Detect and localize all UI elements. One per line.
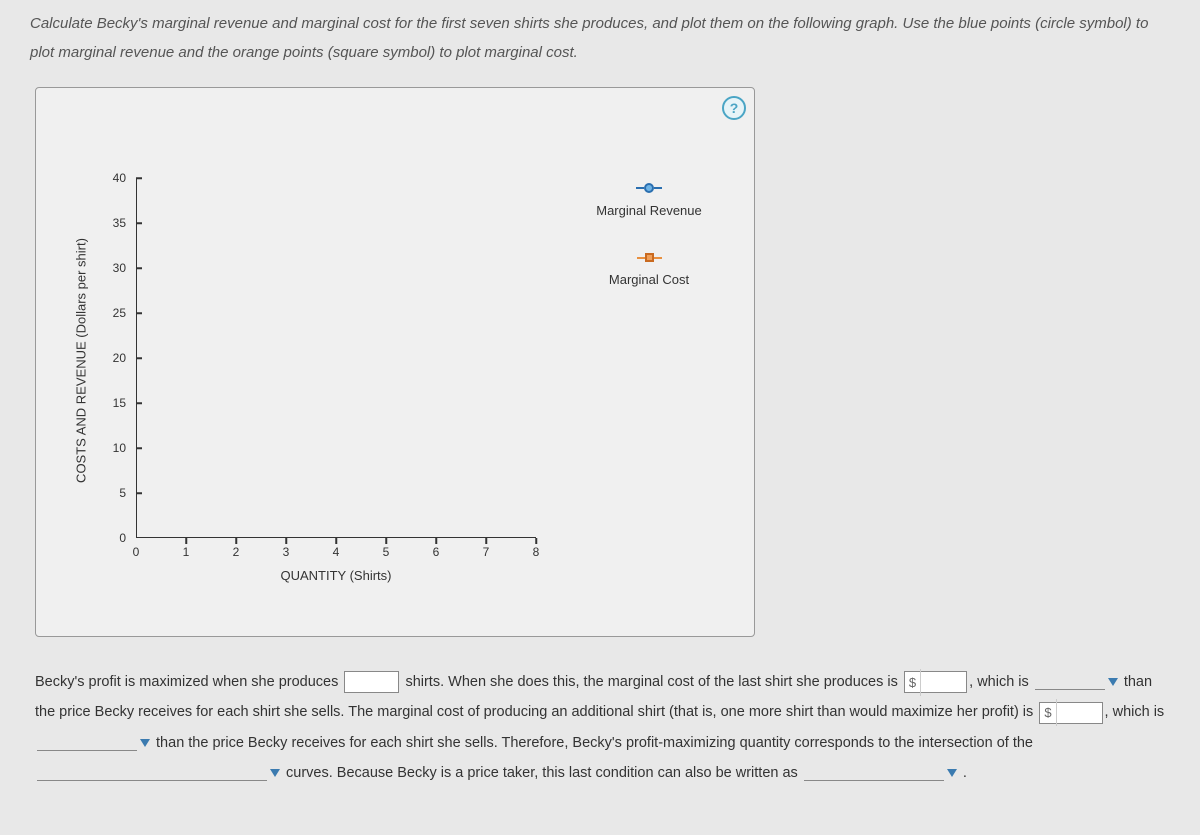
x-tick-label: 7 <box>483 545 490 559</box>
y-tick-mark <box>136 222 142 224</box>
plot-box[interactable] <box>136 178 536 538</box>
legend-item-marginal-cost[interactable]: Marginal Cost <box>574 253 724 287</box>
x-axis-label: QUANTITY (Shirts) <box>281 568 392 583</box>
condition-dropdown[interactable] <box>804 765 957 781</box>
x-tick-label: 8 <box>533 545 540 559</box>
x-tick-mark <box>535 538 537 544</box>
square-marker-icon <box>645 253 654 262</box>
text-segment: , which is <box>1105 704 1165 720</box>
instructions-text: Calculate Becky's marginal revenue and m… <box>30 10 1170 67</box>
y-tick-label: 25 <box>86 306 126 320</box>
legend-label: Marginal Cost <box>574 272 724 287</box>
shirts-quantity-input[interactable] <box>344 671 399 693</box>
y-tick-label: 15 <box>86 396 126 410</box>
chart-area[interactable]: COSTS AND REVENUE (Dollars per shirt) 05… <box>86 173 566 593</box>
text-segment: than the price Becky receives for each s… <box>156 735 1033 751</box>
chevron-down-icon <box>140 739 150 747</box>
legend-label: Marginal Revenue <box>574 203 724 218</box>
y-tick-mark <box>136 267 142 269</box>
text-segment: . <box>963 765 967 781</box>
y-tick-label: 40 <box>86 171 126 185</box>
circle-marker-icon <box>644 183 654 193</box>
text-segment: , which is <box>969 674 1033 690</box>
y-tick-mark <box>136 492 142 494</box>
x-tick-mark <box>335 538 337 544</box>
marginal-cost-last-input[interactable]: $ <box>904 671 967 693</box>
dollar-icon: $ <box>1040 699 1056 726</box>
comparison-dropdown-2[interactable] <box>37 735 150 751</box>
x-tick-label: 6 <box>433 545 440 559</box>
y-tick-mark <box>136 177 142 179</box>
chevron-down-icon <box>947 769 957 777</box>
legend-dash-icon <box>637 257 645 259</box>
x-tick-label: 5 <box>383 545 390 559</box>
x-tick-label: 0 <box>133 545 140 559</box>
y-tick-mark <box>136 447 142 449</box>
legend-dash-icon <box>636 187 644 189</box>
y-tick-mark <box>136 312 142 314</box>
mc-last-field[interactable] <box>921 672 966 692</box>
y-tick-label: 20 <box>86 351 126 365</box>
x-tick-label: 4 <box>333 545 340 559</box>
x-tick-mark <box>185 538 187 544</box>
y-tick-label: 35 <box>86 216 126 230</box>
dollar-icon: $ <box>905 669 921 696</box>
text-segment: Becky's profit is maximized when she pro… <box>35 674 342 690</box>
help-button[interactable]: ? <box>722 96 746 120</box>
legend-dash-icon <box>654 257 662 259</box>
curves-dropdown[interactable] <box>37 765 280 781</box>
text-segment: shirts. When she does this, the marginal… <box>405 674 901 690</box>
legend-dash-icon <box>654 187 662 189</box>
comparison-dropdown-1[interactable] <box>1035 674 1118 690</box>
y-tick-label: 0 <box>86 531 126 545</box>
chevron-down-icon <box>1108 678 1118 686</box>
x-tick-mark <box>385 538 387 544</box>
mc-additional-field[interactable] <box>1057 703 1102 723</box>
x-tick-label: 1 <box>183 545 190 559</box>
text-segment: curves. Because Becky is a price taker, … <box>286 765 802 781</box>
chart-panel: ? COSTS AND REVENUE (Dollars per shirt) … <box>35 87 755 637</box>
y-tick-label: 30 <box>86 261 126 275</box>
x-tick-label: 3 <box>283 545 290 559</box>
marginal-cost-additional-input[interactable]: $ <box>1039 702 1102 724</box>
y-tick-label: 10 <box>86 441 126 455</box>
chevron-down-icon <box>270 769 280 777</box>
x-tick-mark <box>235 538 237 544</box>
x-tick-label: 2 <box>233 545 240 559</box>
fill-paragraph: Becky's profit is maximized when she pro… <box>35 667 1170 789</box>
y-tick-mark <box>136 402 142 404</box>
x-tick-mark <box>285 538 287 544</box>
y-tick-mark <box>136 357 142 359</box>
legend: Marginal Revenue Marginal Cost <box>574 183 724 322</box>
legend-item-marginal-revenue[interactable]: Marginal Revenue <box>574 183 724 218</box>
y-tick-label: 5 <box>86 486 126 500</box>
x-tick-mark <box>435 538 437 544</box>
x-tick-mark <box>485 538 487 544</box>
